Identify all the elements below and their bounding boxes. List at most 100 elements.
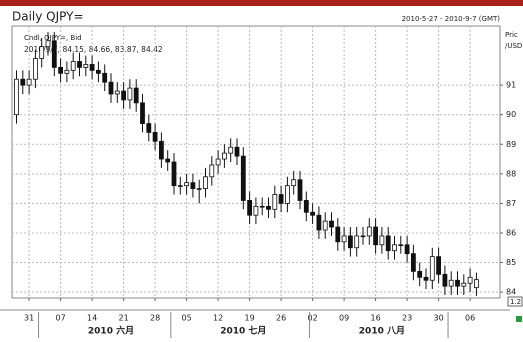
candle-body xyxy=(108,81,114,95)
candle-body xyxy=(398,244,404,246)
candle-body xyxy=(114,90,120,95)
legend-line: Cndl, QJPY=, Bid xyxy=(24,34,82,42)
candle-body xyxy=(473,279,479,289)
x-tick-label: 30 xyxy=(434,314,444,323)
candle-body xyxy=(158,140,164,160)
candle-body xyxy=(165,158,171,163)
x-tick-label: 02 xyxy=(308,314,318,323)
x-tick-label: 23 xyxy=(402,314,412,323)
candle-body xyxy=(228,146,234,154)
x-tick-label: 19 xyxy=(245,314,255,323)
x-tick-label: 09 xyxy=(339,314,349,323)
candle-body xyxy=(284,185,290,204)
axis-label: /USD xyxy=(505,42,522,50)
candle-body xyxy=(83,64,89,68)
candle-body xyxy=(234,146,240,157)
status-icon xyxy=(516,316,522,322)
y-tick-label: 90 xyxy=(506,110,516,119)
candle-body xyxy=(152,132,158,142)
candle-body xyxy=(329,220,334,228)
candle-body xyxy=(310,211,316,216)
candle-body xyxy=(429,256,435,281)
candle-body xyxy=(39,46,45,59)
chart-title: Daily QJPY= xyxy=(12,10,84,24)
candle-body xyxy=(291,179,297,187)
candle-body xyxy=(392,244,397,252)
candle-body xyxy=(209,164,215,178)
candle-body xyxy=(64,69,70,74)
candle-body xyxy=(121,90,126,101)
candle-body xyxy=(133,87,139,104)
candle-body xyxy=(221,152,227,160)
candle-body xyxy=(410,253,416,272)
candle-body xyxy=(190,182,196,190)
candle-body xyxy=(341,235,347,243)
candle-body xyxy=(347,235,353,249)
candle-body xyxy=(146,123,152,133)
candle-body xyxy=(26,78,32,86)
y-tick-label: 89 xyxy=(506,140,516,149)
x-tick-label: 26 xyxy=(276,314,286,323)
candle-body xyxy=(203,176,208,190)
corner-box xyxy=(507,296,523,307)
candle-body xyxy=(247,200,253,216)
candle-body xyxy=(354,235,360,249)
top-bar xyxy=(0,0,523,6)
axis-label: Pric xyxy=(505,31,518,39)
y-tick-label: 87 xyxy=(506,199,516,208)
y-tick-label: 85 xyxy=(506,258,516,267)
candle-body xyxy=(240,155,246,201)
candle-body xyxy=(316,214,322,231)
candle-body xyxy=(196,188,202,190)
candle-body xyxy=(259,205,265,208)
x-tick-label: 07 xyxy=(56,314,66,323)
candle-body xyxy=(51,40,57,68)
candle-body xyxy=(303,200,309,213)
candle-body xyxy=(77,61,82,68)
x-tick-label: 21 xyxy=(119,314,129,323)
candle-body xyxy=(461,282,467,287)
candle-body xyxy=(253,205,259,216)
candle-body xyxy=(423,276,429,281)
candle-body xyxy=(379,235,385,246)
candle-body xyxy=(140,102,145,124)
candle-body xyxy=(417,270,423,278)
candle-body xyxy=(20,78,26,86)
y-tick-label: 88 xyxy=(506,169,516,178)
x-tick-label: 14 xyxy=(87,314,97,323)
candle-body xyxy=(266,205,271,210)
candle-body xyxy=(467,276,473,284)
candle-body xyxy=(436,256,442,275)
candle-body xyxy=(184,182,190,187)
candle-body xyxy=(127,87,133,101)
candle-body xyxy=(404,244,410,255)
candle-body xyxy=(278,194,284,204)
candle-body xyxy=(70,61,76,71)
candle-body xyxy=(177,185,183,187)
x-tick-label: 12 xyxy=(213,314,223,323)
month-label: 2010 七月 xyxy=(220,325,266,337)
candle-body xyxy=(96,69,101,74)
candle-body xyxy=(297,179,303,201)
candle-body xyxy=(171,161,177,187)
y-tick-label: 91 xyxy=(506,81,516,90)
month-label: 2010 六月 xyxy=(88,325,134,337)
y-tick-label: 86 xyxy=(506,228,516,237)
candle-body xyxy=(33,58,38,80)
x-tick-label: 31 xyxy=(24,314,34,323)
month-label: 2010 八月 xyxy=(359,326,405,337)
y-tick-label: 84 xyxy=(506,288,516,297)
candle-body xyxy=(322,220,328,231)
candle-body xyxy=(58,66,63,74)
candle-body xyxy=(335,226,341,243)
candle-body xyxy=(45,40,51,48)
candle-body xyxy=(102,72,108,83)
date-range: 2010-5-27 - 2010-9-7 (GMT) xyxy=(402,15,501,23)
candle-body xyxy=(215,158,221,166)
candle-body xyxy=(385,235,391,252)
candle-body xyxy=(360,235,366,238)
candle-body xyxy=(89,64,95,71)
candle-body xyxy=(366,226,372,237)
candle-body xyxy=(14,78,19,116)
